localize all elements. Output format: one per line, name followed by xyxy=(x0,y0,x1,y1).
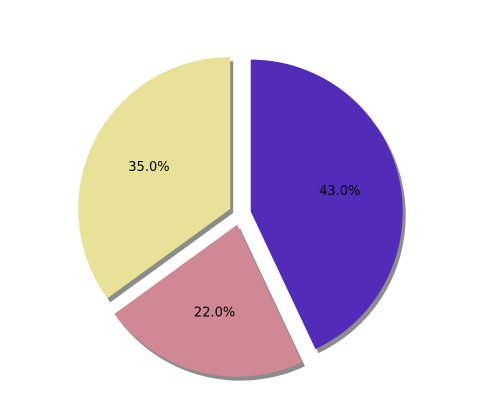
slice-label-2: 43.0% xyxy=(319,184,360,199)
pie-slice-2 xyxy=(250,59,403,350)
slice-label-0: 35.0% xyxy=(128,160,169,175)
slice-labels: 35.0% 22.0% 43.0% xyxy=(128,160,360,320)
pie-slices xyxy=(78,57,403,377)
pie-slice-1 xyxy=(114,224,302,377)
pie-slice-0 xyxy=(78,57,231,299)
slice-label-1: 22.0% xyxy=(194,305,235,320)
